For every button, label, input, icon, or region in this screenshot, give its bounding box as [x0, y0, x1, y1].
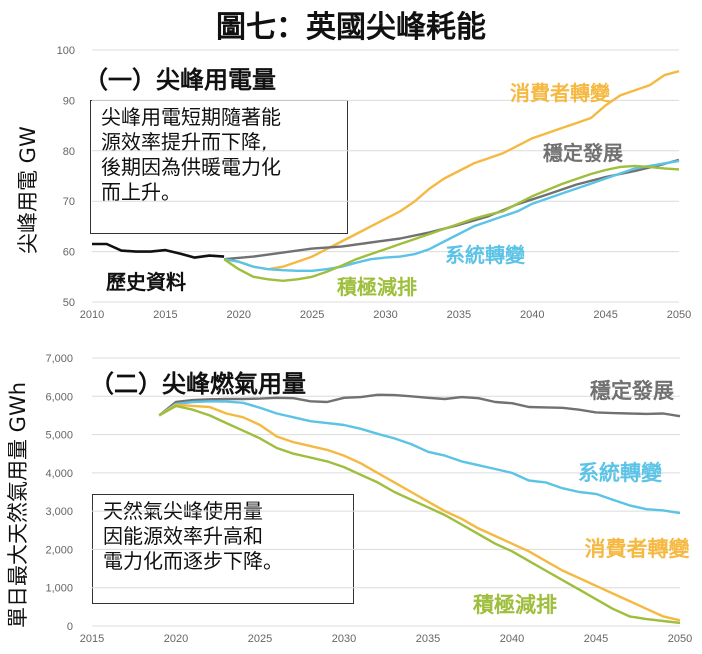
chart2-note-line: 電力化而逐步下降。 — [103, 549, 283, 573]
x-tick-label: 2040 — [500, 633, 524, 645]
y-tick-label: 1,000 — [45, 583, 73, 595]
y-tick-label: 0 — [67, 621, 73, 633]
x-tick-label: 2035 — [447, 309, 471, 321]
x-tick-label: 2050 — [668, 633, 692, 645]
y-tick-label: 3,000 — [45, 506, 73, 518]
chart1-note-box: 尖峰用電短期隨著能 源效率提升而下降, 後期因為供暖電力化 而上升。 — [90, 100, 348, 234]
series-label-system: 系統轉變 — [578, 461, 663, 485]
y-tick-label: 2,000 — [45, 544, 73, 556]
series-label-consumer: 消費者轉變 — [510, 81, 611, 105]
x-tick-label: 2020 — [227, 309, 251, 321]
y-tick-label: 80 — [63, 146, 75, 158]
x-tick-label: 2050 — [667, 309, 691, 321]
y-tick-label: 70 — [63, 196, 75, 208]
y-tick-label: 4,000 — [45, 468, 73, 480]
x-tick-label: 2045 — [584, 633, 608, 645]
series-label-history: 歷史資料 — [106, 270, 186, 294]
series-label-consumer: 消費者轉變 — [585, 537, 691, 561]
x-tick-label: 2040 — [520, 309, 544, 321]
series-label-steady: 穩定發展 — [543, 141, 623, 165]
chart2-note-line: 天然氣尖峰使用量 — [103, 499, 263, 523]
chart2-note-box: 天然氣尖峰使用量 因能源效率升高和 電力化而逐步下降。 — [92, 494, 354, 604]
x-tick-label: 2045 — [593, 309, 617, 321]
series-label-leading: 積極減排 — [473, 593, 557, 617]
x-tick-label: 2035 — [416, 633, 440, 645]
y-tick-label: 5,000 — [45, 430, 73, 442]
chart2-panel-title: （二）尖峰燃氣用量 — [90, 370, 306, 398]
x-tick-label: 2010 — [80, 309, 104, 321]
chart1-note-line: 源效率提升而下降, — [101, 130, 268, 154]
chart1-note-line: 後期因為供暖電力化 — [101, 155, 281, 179]
y-tick-label: 60 — [63, 247, 75, 259]
chart1-note-line: 尖峰用電短期隨著能 — [101, 105, 281, 129]
figure-title: 圖七：英國尖峰耗能 — [216, 10, 486, 45]
series-label-leading: 積極減排 — [337, 275, 417, 299]
x-tick-label: 2025 — [248, 633, 272, 645]
x-tick-label: 2030 — [332, 633, 356, 645]
chart1-note-line: 而上升。 — [101, 180, 181, 204]
y-tick-label: 7,000 — [45, 353, 73, 365]
x-tick-label: 2015 — [153, 309, 177, 321]
chart2-note-line: 因能源效率升高和 — [103, 524, 263, 548]
y-tick-label: 6,000 — [45, 391, 73, 403]
x-tick-label: 2030 — [373, 309, 397, 321]
series-label-system: 系統轉變 — [445, 243, 526, 267]
chart1-panel-title: （一）尖峰用電量 — [84, 66, 276, 94]
x-tick-label: 2020 — [164, 633, 188, 645]
y-tick-label: 100 — [57, 45, 75, 57]
x-tick-label: 2015 — [80, 633, 104, 645]
y-tick-label: 90 — [63, 95, 75, 107]
chart1-y-axis-label: 尖峰用電 GW — [16, 126, 40, 254]
y-tick-label: 50 — [63, 297, 75, 309]
x-tick-label: 2025 — [300, 309, 324, 321]
chart2-y-axis-label: 單日最大天然氣用量 GWh — [6, 381, 30, 628]
series-label-steady: 穩定發展 — [590, 379, 674, 403]
series-line-history — [92, 242, 225, 259]
